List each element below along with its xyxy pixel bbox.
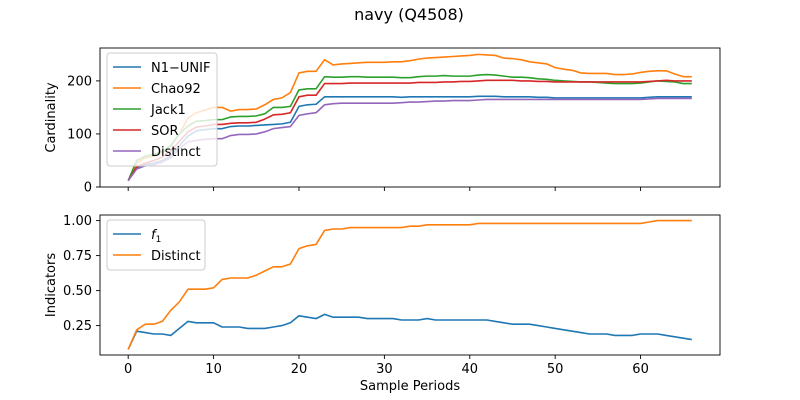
series-line-0-1 [127,53,692,181]
series-line-0-4 [127,97,692,182]
y-tick-label-0-2: 200 [67,74,92,89]
y-tick-label-0-0: 0 [84,181,92,196]
series-line-0-3 [127,79,692,182]
legend-label-0-0: N1−UNIF [151,61,210,76]
y-axis-label-1: Indicators [44,253,59,317]
axes-frame-1 [99,214,721,356]
series-line-0-0 [127,95,692,182]
x-tick-label-1-6: 60 [632,362,649,377]
y-tick-label-1-3: 1.00 [63,214,92,229]
y-tick-label-1-0: 0.25 [63,319,92,334]
figure-title: navy (Q4508) [354,5,464,24]
series-line-1-0 [127,313,692,350]
x-tick-label-1-0: 0 [124,362,132,377]
legend-box-1 [106,219,206,271]
chart-panel-0: 0 100 200 Cardinality N1−UNIF Chao92 Jack1 SOR D… [44,47,721,196]
legend-label-0-4: Distinct [151,145,201,160]
legend-label-0-3: SOR [151,124,179,139]
y-tick-label-0-1: 100 [67,127,92,142]
x-tick-label-1-5: 50 [547,362,564,377]
legend-label-0-2: Jack1 [150,103,186,118]
x-tick-label-1-3: 30 [376,362,393,377]
y-tick-label-1-1: 0.50 [63,284,92,299]
x-tick-label-1-1: 10 [205,362,222,377]
y-axis-label-0: Cardinality [44,82,59,153]
y-tick-label-1-2: 0.75 [63,249,92,264]
axes-frame-0 [99,47,721,188]
legend-label-0-1: Chao92 [151,82,201,97]
legend-label-1-1: Distinct [151,249,201,264]
x-tick-label-1-2: 20 [291,362,308,377]
x-tick-label-1-4: 40 [462,362,479,377]
series-line-1-1 [127,219,692,350]
legend-box-0 [106,52,218,167]
x-axis-label-1: Sample Periods [360,379,460,394]
legend-label-1-0: f1 [151,228,161,245]
chart-panels: 0100200CardinalityN1−UNIFChao92Jack1SORD… [44,47,721,394]
chart-panel-1: 0 10 20 30 40 50 60 0.25 0.50 0.75 1.00 Indicators S… [44,214,721,394]
